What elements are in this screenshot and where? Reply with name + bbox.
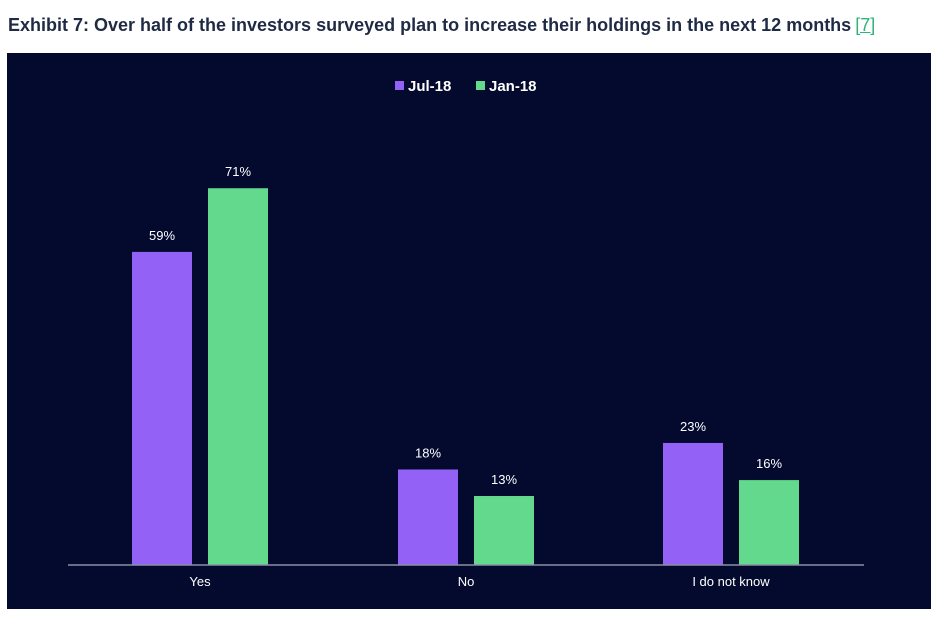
bar-jul18-0 — [132, 251, 192, 565]
data-label-jul18-1: 18% — [415, 445, 441, 460]
data-label-jan18-1: 13% — [491, 472, 517, 487]
bar-jan18-2 — [739, 480, 799, 565]
chart-panel: Jul-18 Jan-18 59% 71% Yes 18% 13% No 23% 16% I do … — [7, 53, 931, 609]
data-label-jan18-2: 16% — [756, 456, 782, 471]
bar-jul18-1 — [398, 469, 458, 565]
x-tick-label-0: Yes — [189, 574, 211, 589]
legend-swatch-jul18 — [395, 81, 404, 90]
exhibit-title-text: Exhibit 7: Over half of the investors su… — [8, 15, 852, 35]
exhibit-title: Exhibit 7: Over half of the investors su… — [8, 12, 933, 38]
legend-label-jan18[interactable]: Jan-18 — [489, 78, 537, 95]
bar-jan18-1 — [474, 496, 534, 565]
bar-jan18-0 — [208, 188, 268, 565]
bar-chart: Jul-18 Jan-18 59% 71% Yes 18% 13% No 23% 16% I do … — [68, 78, 864, 589]
data-label-jan18-0: 71% — [225, 164, 251, 179]
x-tick-label-1: No — [458, 574, 475, 589]
exhibit-reference-link[interactable]: [7] — [855, 15, 876, 35]
data-label-jul18-2: 23% — [680, 419, 706, 434]
data-label-jul18-0: 59% — [149, 228, 175, 243]
legend-label-jul18[interactable]: Jul-18 — [408, 78, 451, 95]
x-tick-label-2: I do not know — [692, 574, 770, 589]
bar-jul18-2 — [663, 442, 723, 565]
legend-swatch-jan18 — [476, 81, 485, 90]
